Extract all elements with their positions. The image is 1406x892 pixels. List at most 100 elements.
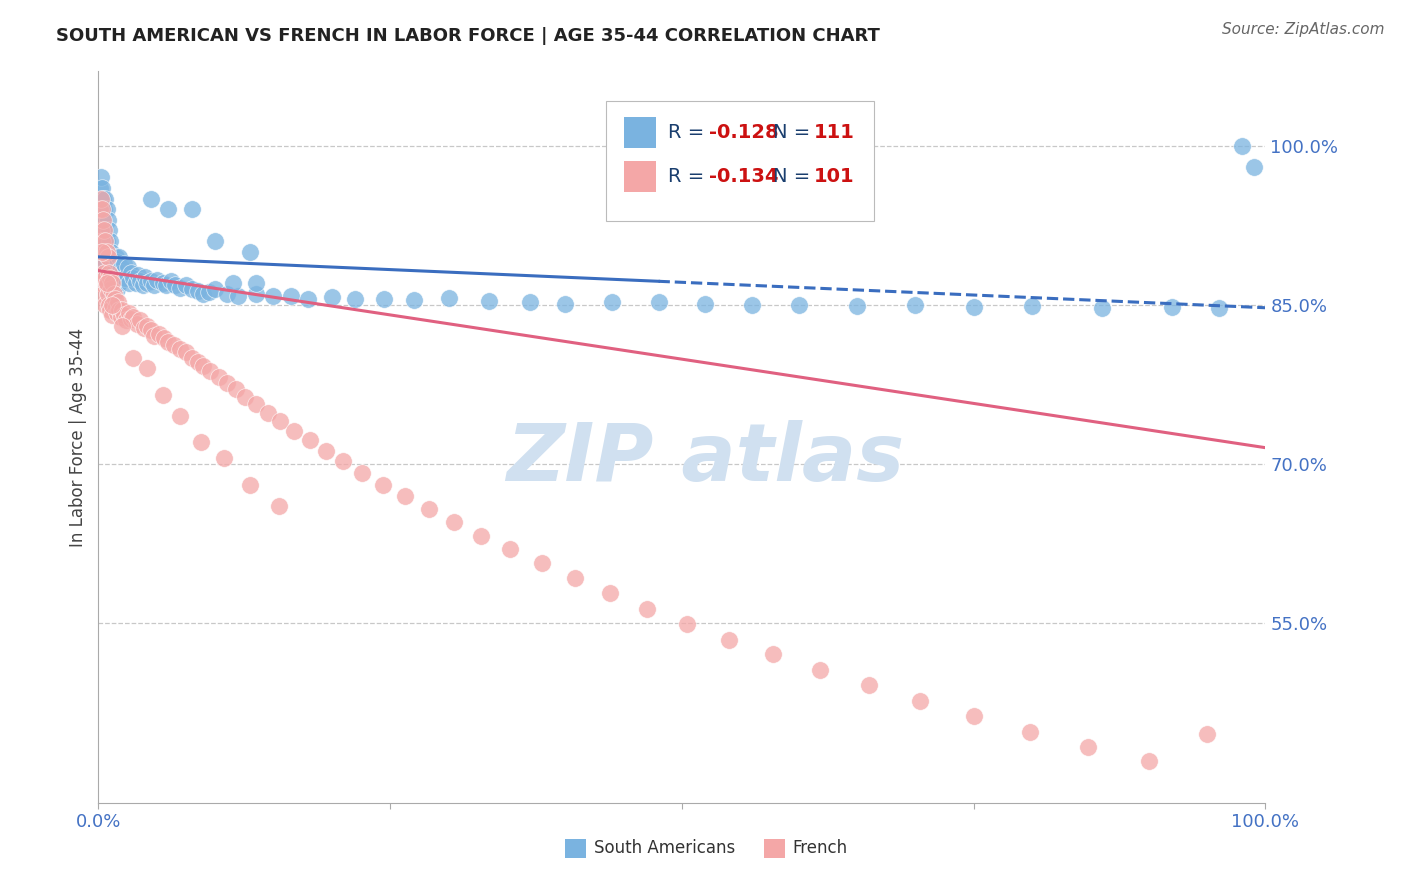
- Point: [280, 289, 302, 303]
- Point: [94, 297, 117, 311]
- Point: [89, 181, 111, 195]
- Point: [554, 296, 576, 310]
- Point: [187, 355, 209, 369]
- Point: [136, 318, 159, 333]
- Text: South Americans: South Americans: [595, 839, 735, 857]
- Point: [1195, 727, 1218, 741]
- Point: [136, 277, 159, 291]
- Text: N =: N =: [773, 122, 817, 142]
- Point: [91, 244, 114, 259]
- Point: [695, 296, 717, 310]
- Point: [675, 616, 697, 631]
- Point: [152, 331, 174, 345]
- Point: [111, 302, 134, 317]
- Point: [962, 300, 984, 314]
- Y-axis label: In Labor Force | Age 35-44: In Labor Force | Age 35-44: [69, 327, 87, 547]
- Point: [90, 170, 112, 185]
- Point: [146, 273, 169, 287]
- Bar: [624, 161, 657, 192]
- Point: [204, 282, 226, 296]
- Point: [101, 308, 124, 322]
- Point: [332, 454, 354, 468]
- Point: [91, 277, 114, 291]
- Point: [239, 477, 262, 491]
- Point: [204, 234, 226, 248]
- Point: [120, 312, 142, 326]
- Point: [139, 274, 162, 288]
- Point: [104, 293, 127, 307]
- Point: [1021, 299, 1043, 313]
- Point: [235, 390, 257, 404]
- Point: [787, 297, 810, 311]
- Point: [129, 274, 152, 288]
- Point: [112, 308, 135, 322]
- Point: [100, 271, 122, 285]
- Point: [118, 277, 141, 291]
- Point: [117, 260, 139, 275]
- Point: [93, 202, 115, 216]
- Point: [190, 435, 212, 450]
- Point: [111, 318, 134, 333]
- Point: [90, 277, 112, 291]
- Point: [1091, 301, 1114, 315]
- Text: -0.134: -0.134: [709, 167, 779, 186]
- Text: N =: N =: [773, 167, 817, 186]
- Point: [93, 234, 115, 248]
- Point: [127, 268, 149, 282]
- Point: [104, 277, 127, 291]
- Point: [193, 359, 215, 373]
- Point: [1243, 160, 1265, 174]
- Point: [858, 678, 880, 692]
- Point: [478, 294, 501, 309]
- Point: [157, 202, 180, 216]
- Point: [1230, 138, 1253, 153]
- Point: [600, 295, 623, 310]
- Point: [125, 317, 148, 331]
- Point: [89, 255, 111, 269]
- Point: [103, 255, 125, 269]
- Point: [105, 306, 128, 320]
- Point: [96, 234, 118, 248]
- Point: [90, 244, 112, 259]
- Point: [647, 295, 669, 310]
- Point: [108, 302, 131, 317]
- Bar: [565, 839, 586, 858]
- Point: [165, 278, 187, 293]
- Point: [136, 361, 159, 376]
- Point: [200, 364, 222, 378]
- Point: [93, 266, 115, 280]
- Point: [1137, 755, 1160, 769]
- Point: [499, 542, 522, 557]
- Point: [96, 277, 118, 291]
- Point: [239, 244, 262, 259]
- Text: French: French: [793, 839, 848, 857]
- Point: [169, 280, 191, 294]
- Point: [143, 278, 166, 293]
- Point: [962, 709, 984, 723]
- Point: [180, 282, 202, 296]
- Point: [174, 278, 197, 293]
- Point: [120, 266, 142, 280]
- Point: [139, 192, 162, 206]
- Point: [125, 277, 148, 291]
- Point: [105, 255, 128, 269]
- Text: ZIP atlas: ZIP atlas: [506, 420, 904, 498]
- Point: [96, 278, 118, 293]
- Point: [108, 250, 131, 264]
- Point: [741, 297, 763, 311]
- Point: [187, 284, 209, 298]
- Point: [143, 329, 166, 343]
- Point: [114, 271, 136, 285]
- Point: [90, 202, 112, 216]
- Point: [108, 277, 131, 291]
- Text: Source: ZipAtlas.com: Source: ZipAtlas.com: [1222, 22, 1385, 37]
- Point: [129, 313, 152, 327]
- Point: [101, 250, 124, 264]
- Point: [115, 313, 138, 327]
- Point: [96, 266, 118, 280]
- Point: [215, 287, 238, 301]
- Point: [97, 297, 120, 311]
- Point: [155, 278, 177, 293]
- Point: [269, 414, 291, 428]
- Point: [97, 277, 120, 291]
